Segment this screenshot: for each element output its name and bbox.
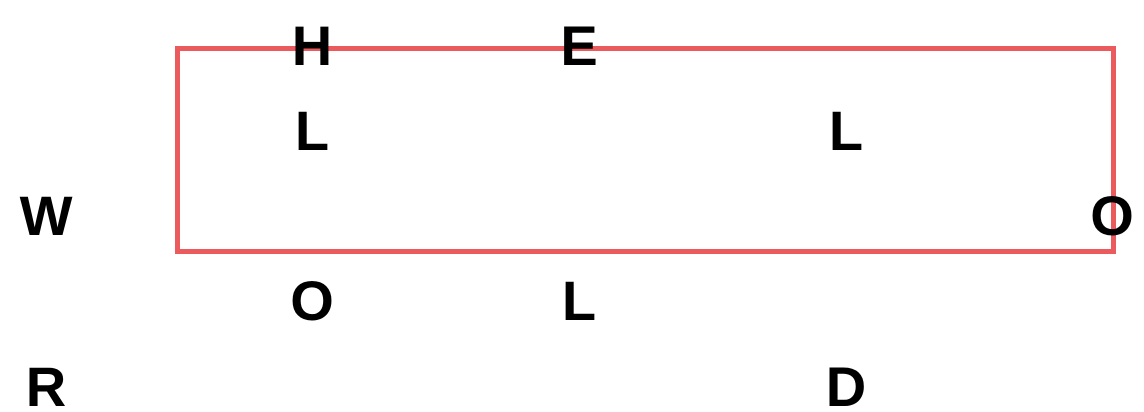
letter-l-top-left: L	[294, 99, 330, 162]
letter-o-right: O	[1090, 184, 1134, 247]
letter-l-top-right: L	[828, 99, 864, 162]
letter-w: W	[19, 184, 73, 247]
letter-l-bottom: L	[561, 269, 597, 332]
letter-h: H	[291, 14, 333, 77]
letter-d: D	[825, 355, 867, 412]
rail-fence-box	[175, 46, 1116, 254]
letter-r: R	[25, 355, 67, 412]
letter-o-bottom-left: O	[290, 269, 334, 332]
letter-e: E	[560, 14, 598, 77]
